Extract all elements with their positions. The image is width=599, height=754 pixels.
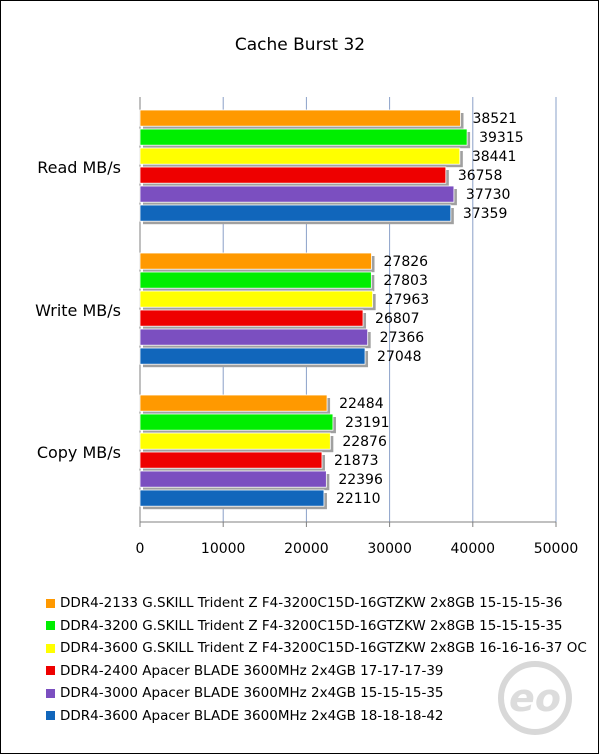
plot-area: 0 10000 20000 30000 40000 50000 Read MB/s 38521… bbox=[35, 97, 578, 557]
legend-swatch bbox=[46, 711, 55, 721]
bar bbox=[139, 271, 372, 289]
bar bbox=[139, 394, 328, 412]
data-label: 21873 bbox=[334, 453, 379, 469]
bar bbox=[139, 290, 374, 308]
bar bbox=[139, 109, 461, 127]
legend-label: DDR4-2133 G.SKILL Trident Z F4-3200C15D-… bbox=[60, 595, 563, 612]
legend-label: DDR4-3000 Apacer BLADE 3600MHz 2x4GB 15-… bbox=[60, 685, 444, 702]
bar bbox=[139, 166, 447, 184]
legend-swatch bbox=[46, 643, 55, 653]
legend-label: DDR4-3600 Apacer BLADE 3600MHz 2x4GB 18-… bbox=[60, 707, 444, 724]
data-label: 37359 bbox=[463, 206, 508, 222]
data-label: 27826 bbox=[384, 254, 429, 270]
legend-item: DDR4-3600 G.SKILL Trident Z F4-3200C15D-… bbox=[46, 637, 587, 660]
data-label: 26807 bbox=[375, 311, 420, 327]
x-tick-label: 10000 bbox=[201, 541, 246, 557]
legend-swatch bbox=[46, 598, 55, 608]
bar bbox=[139, 185, 455, 203]
legend-label: DDR4-2400 Apacer BLADE 3600MHz 2x4GB 17-… bbox=[60, 662, 444, 679]
data-label: 27963 bbox=[385, 292, 430, 308]
x-tick-label: 20000 bbox=[284, 541, 329, 557]
chart-title: Cache Burst 32 bbox=[235, 35, 365, 55]
legend-swatch bbox=[46, 688, 55, 698]
legend-item: DDR4-3200 G.SKILL Trident Z F4-3200C15D-… bbox=[46, 615, 586, 638]
data-label: 37730 bbox=[466, 187, 511, 203]
x-tick-label: 30000 bbox=[367, 541, 412, 557]
bar bbox=[139, 328, 369, 346]
bar bbox=[139, 451, 323, 469]
legend-label: DDR4-3200 G.SKILL Trident Z F4-3200C15D-… bbox=[60, 617, 563, 634]
category-label: Write MB/s bbox=[35, 301, 121, 320]
bar bbox=[139, 413, 334, 431]
legend-label: DDR4-3600 G.SKILL Trident Z F4-3200C15D-… bbox=[60, 640, 587, 657]
chart: Cache Burst 32 0 10000 20000 30000 40000 5000… bbox=[35, 35, 578, 557]
data-label: 22110 bbox=[336, 491, 381, 507]
legend-item: DDR4-3600 Apacer BLADE 3600MHz 2x4GB 18-… bbox=[46, 705, 586, 728]
data-label: 39315 bbox=[479, 130, 524, 146]
category-label: Read MB/s bbox=[37, 158, 121, 177]
bar bbox=[139, 252, 372, 270]
bar bbox=[139, 309, 364, 327]
bar bbox=[139, 128, 468, 146]
data-label: 36758 bbox=[458, 168, 503, 184]
bar bbox=[139, 470, 327, 488]
category-label: Copy MB/s bbox=[37, 443, 121, 462]
x-tick-label: 40000 bbox=[451, 541, 496, 557]
bar bbox=[139, 204, 452, 222]
legend-item: DDR4-2133 G.SKILL Trident Z F4-3200C15D-… bbox=[46, 592, 586, 615]
data-label: 23191 bbox=[345, 415, 390, 431]
bar bbox=[139, 347, 366, 365]
watermark-logo: eo bbox=[498, 661, 572, 735]
svg-text:eo: eo bbox=[509, 676, 561, 720]
bar bbox=[139, 489, 325, 507]
data-label: 38441 bbox=[472, 149, 517, 165]
data-label: 22396 bbox=[338, 472, 383, 488]
bar bbox=[139, 147, 461, 165]
data-label: 27803 bbox=[383, 273, 428, 289]
data-label: 22876 bbox=[342, 434, 387, 450]
legend-swatch bbox=[46, 666, 55, 676]
data-label: 27048 bbox=[377, 349, 422, 365]
data-label: 38521 bbox=[472, 111, 517, 127]
x-tick-label: 0 bbox=[136, 541, 145, 557]
legend-swatch bbox=[46, 621, 55, 631]
legend: DDR4-2133 G.SKILL Trident Z F4-3200C15D-… bbox=[46, 592, 587, 728]
x-tick-label: 50000 bbox=[534, 541, 579, 557]
legend-item: DDR4-2400 Apacer BLADE 3600MHz 2x4GB 17-… bbox=[46, 660, 586, 683]
data-label: 22484 bbox=[339, 396, 384, 412]
bar bbox=[139, 432, 331, 450]
legend-item: DDR4-3000 Apacer BLADE 3600MHz 2x4GB 15-… bbox=[46, 682, 586, 705]
data-label: 27366 bbox=[380, 330, 425, 346]
